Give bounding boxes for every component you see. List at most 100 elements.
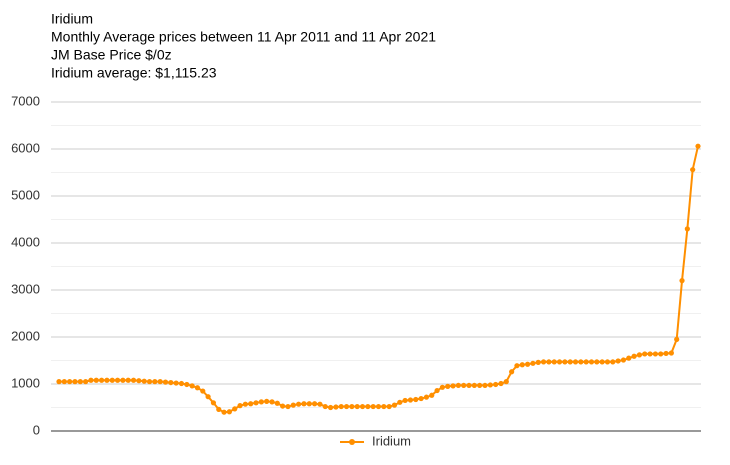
data-point [248, 401, 254, 407]
data-point [327, 404, 334, 411]
data-point [482, 382, 488, 389]
data-point [114, 377, 121, 383]
data-point [663, 350, 669, 357]
data-point [72, 379, 78, 385]
data-point [221, 409, 227, 415]
data-point [381, 403, 387, 410]
y-tick-label: 1000 [11, 375, 40, 390]
data-point [466, 382, 472, 389]
data-point [599, 359, 605, 365]
y-tick-label: 5000 [11, 187, 40, 202]
annotation: Iridium average: $1,115.23 [51, 65, 217, 81]
data-point [375, 403, 382, 410]
data-point [301, 401, 307, 407]
data-point [184, 381, 190, 388]
data-point [402, 397, 408, 404]
data-point [578, 359, 584, 365]
data-point [338, 403, 344, 410]
data-point [189, 383, 195, 389]
data-point [146, 379, 153, 385]
data-point [359, 403, 366, 410]
data-point [83, 379, 89, 385]
data-point [423, 394, 430, 400]
data-point [477, 382, 483, 389]
data-point [370, 403, 376, 410]
data-point [567, 359, 573, 365]
data-point [631, 353, 637, 359]
data-point [306, 401, 312, 407]
data-point [604, 359, 611, 365]
data-point [594, 359, 600, 365]
data-point [690, 167, 696, 173]
data-point [354, 403, 360, 410]
data-point [572, 359, 579, 365]
chart-title: Iridium [51, 11, 93, 27]
data-point [120, 377, 126, 383]
data-point [168, 379, 174, 386]
data-point [679, 278, 685, 284]
data-point [445, 383, 451, 389]
data-point [450, 383, 456, 389]
data-point [226, 409, 232, 415]
data-point [620, 357, 627, 363]
legend-label: Iridium [372, 433, 411, 448]
data-point [530, 360, 536, 366]
y-tick-label: 2000 [11, 328, 40, 343]
data-point [333, 404, 339, 410]
data-point [61, 379, 67, 385]
data-point [205, 394, 211, 400]
data-point [104, 377, 110, 383]
data-point [610, 359, 616, 365]
data-point [237, 403, 243, 409]
data-point [200, 388, 206, 394]
data-point [312, 401, 318, 407]
data-point [556, 359, 563, 365]
data-point [296, 401, 302, 407]
data-point [322, 403, 328, 410]
data-point [588, 359, 595, 365]
data-point [487, 382, 493, 388]
y-tick-label: 6000 [11, 140, 40, 155]
data-point [386, 403, 392, 410]
data-point [349, 403, 355, 410]
data-point [253, 400, 259, 406]
data-point [636, 352, 643, 358]
y-tick-label: 7000 [11, 93, 40, 108]
data-point [471, 382, 477, 389]
data-point [162, 379, 169, 385]
data-point [93, 377, 99, 383]
data-point [285, 403, 291, 410]
data-point [136, 378, 142, 384]
data-point [67, 379, 73, 385]
data-point [77, 379, 83, 385]
data-point [642, 351, 648, 357]
data-point [652, 351, 659, 357]
data-point [232, 406, 238, 412]
data-point [157, 379, 163, 385]
data-point [141, 378, 147, 384]
data-point [429, 392, 435, 398]
data-point [280, 403, 286, 409]
data-point [562, 359, 568, 365]
data-point [152, 379, 158, 385]
data-point [668, 350, 674, 356]
data-point [434, 387, 440, 394]
y-tick-label: 3000 [11, 281, 40, 296]
data-point [178, 380, 185, 387]
data-point [695, 143, 701, 149]
data-point [365, 403, 371, 410]
y-tick-label: 0 [33, 422, 40, 437]
data-point [455, 382, 461, 389]
data-point [290, 402, 296, 408]
data-point [461, 382, 467, 389]
data-point [88, 377, 94, 383]
data-point [125, 377, 131, 383]
chart-subtitle: Monthly Average prices between 11 Apr 20… [51, 29, 436, 45]
data-point [418, 395, 424, 402]
y-tick-label: 4000 [11, 234, 40, 249]
data-point [551, 359, 557, 365]
data-point [439, 384, 445, 390]
data-point [173, 380, 179, 386]
data-point [258, 399, 264, 405]
